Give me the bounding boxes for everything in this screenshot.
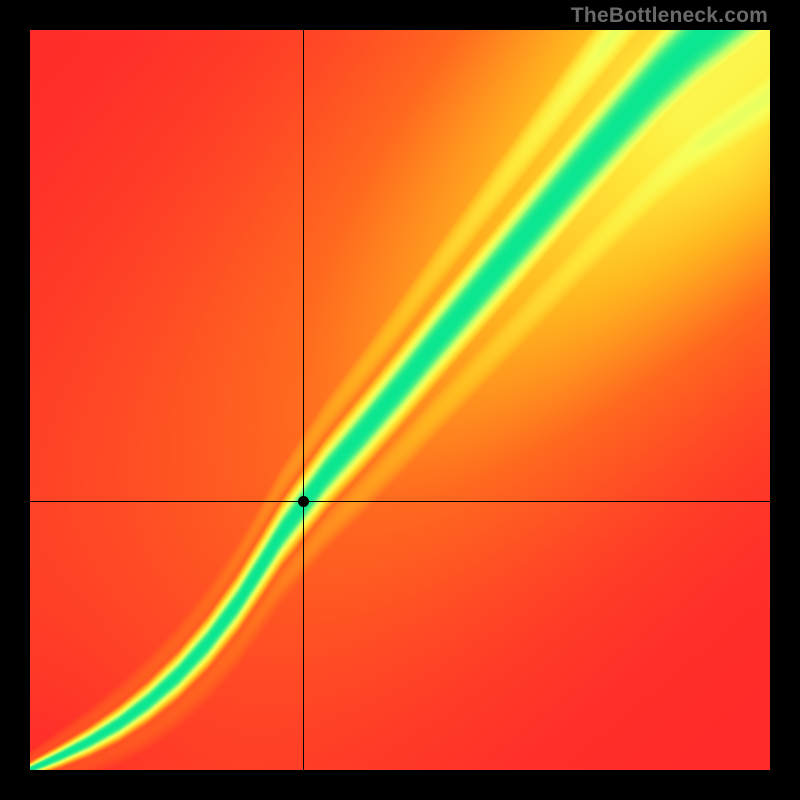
crosshair-horizontal <box>30 501 770 502</box>
watermark-text: TheBottleneck.com <box>571 4 768 28</box>
chart-container: TheBottleneck.com <box>0 0 800 800</box>
heatmap-canvas <box>30 30 770 770</box>
crosshair-vertical <box>303 30 304 770</box>
plot-area <box>30 30 770 770</box>
